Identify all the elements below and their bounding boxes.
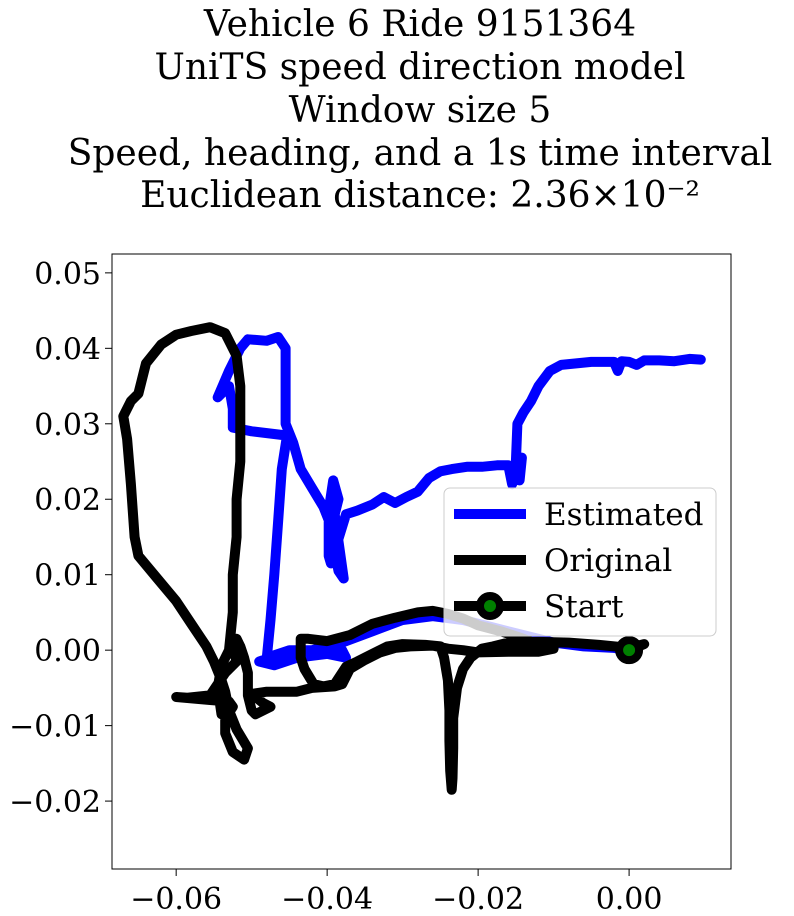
title-line-1: Vehicle 6 Ride 9151364 xyxy=(203,4,636,45)
title-line-5: Euclidean distance: 2.36×10⁻² xyxy=(140,175,700,216)
y-tick-label: 0.01 xyxy=(34,559,101,594)
plot-frame xyxy=(111,253,732,870)
start-marker xyxy=(615,636,644,665)
y-tick-label: 0.00 xyxy=(34,634,101,669)
y-tick-label: 0.02 xyxy=(34,483,101,518)
x-tick-label: 0.00 xyxy=(596,882,663,916)
title-line-2: UniTS speed direction model xyxy=(155,47,686,88)
title-line-4: Speed, heading, and a 1s time interval xyxy=(68,133,773,174)
x-tick-label: −0.04 xyxy=(281,882,373,916)
legend-label-estimated: Estimated xyxy=(544,497,703,533)
legend-label-start: Start xyxy=(544,589,624,625)
y-tick-label: 0.05 xyxy=(34,257,101,292)
y-tick-label: −0.01 xyxy=(9,710,101,745)
legend-label-original: Original xyxy=(544,543,672,579)
y-tick-label: −0.02 xyxy=(9,785,101,820)
series-line-estimated xyxy=(212,332,706,671)
title-line-3: Window size 5 xyxy=(289,90,552,131)
x-tick-label: −0.06 xyxy=(130,882,222,916)
y-tick-label: 0.04 xyxy=(34,332,101,367)
x-tick-label: −0.02 xyxy=(432,882,524,916)
y-tick-label: 0.03 xyxy=(34,408,101,443)
chart-title: Vehicle 6 Ride 9151364 UniTS speed direc… xyxy=(68,4,773,216)
legend-start-marker xyxy=(476,592,504,620)
legend-box xyxy=(443,487,717,637)
series-line-original xyxy=(118,322,650,795)
